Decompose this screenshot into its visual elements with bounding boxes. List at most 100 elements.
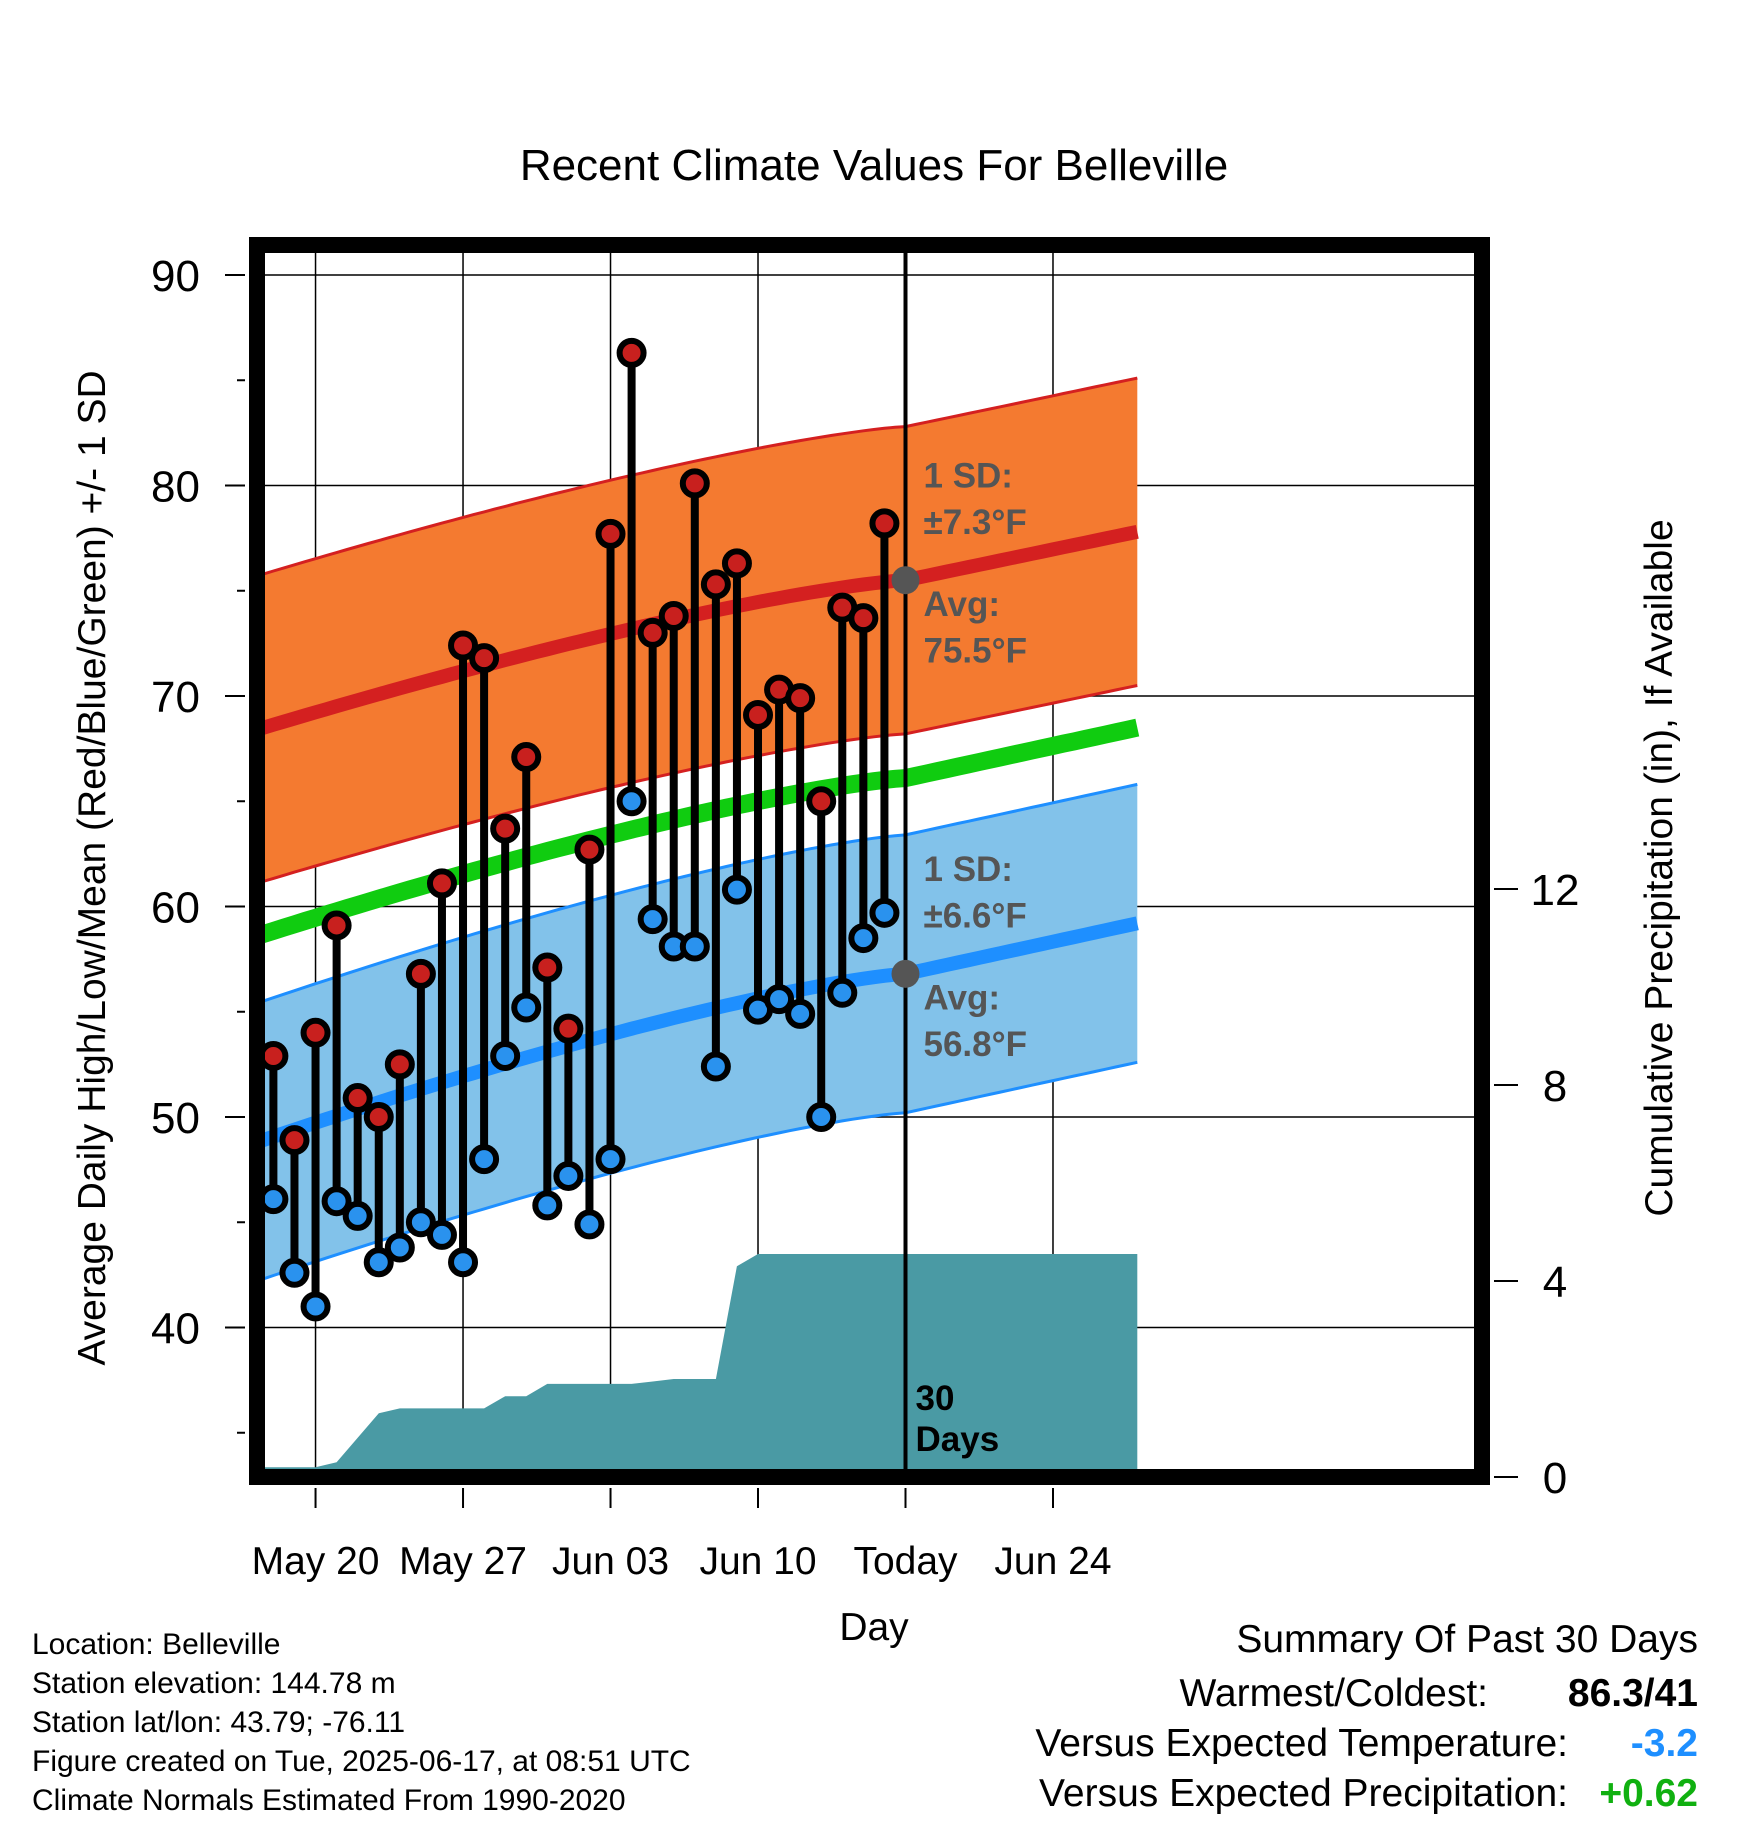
daily-high-point	[448, 630, 479, 661]
plot-frame	[249, 237, 1490, 1485]
x-tick-label: May 27	[399, 1540, 527, 1583]
daily-high-point	[469, 643, 500, 674]
summary-title: Summary Of Past 30 Days	[1236, 1618, 1698, 1661]
daily-low-point	[469, 1144, 500, 1175]
daily-high-point	[637, 617, 668, 648]
daily-low-point	[637, 904, 668, 935]
y2-axis-label: Cumulative Precipitation (in), If Availa…	[1638, 519, 1681, 1216]
daily-high-point	[721, 548, 752, 579]
daily-low-point	[490, 1040, 521, 1071]
summary-panel: Summary Of Past 30 Days Warmest/Coldest:…	[798, 1618, 1698, 1822]
y-tick-label: 70	[151, 673, 200, 722]
low-avg-value: 56.8°F	[924, 1025, 1028, 1064]
low-sd-label: 1 SD:	[924, 850, 1013, 889]
warmest-row: Warmest/Coldest: 86.3/41	[798, 1672, 1698, 1722]
y2-tick-label: 8	[1543, 1062, 1567, 1111]
daily-high-point	[574, 834, 605, 865]
precip-label: Versus Expected Precipitation:	[1039, 1772, 1568, 1815]
high-sd-label: 1 SD:	[924, 457, 1013, 496]
daily-low-point	[321, 1186, 352, 1217]
daily-high-point	[806, 786, 837, 817]
low-sd-value: ±6.6°F	[924, 897, 1027, 936]
daily-high-point	[848, 603, 879, 634]
low-avg-label: Avg:	[924, 979, 1000, 1018]
daily-low-point	[764, 984, 795, 1015]
daily-high-point	[532, 952, 563, 983]
daily-low-point	[532, 1190, 563, 1221]
y-axis-label: Average Daily High/Low/Mean (Red/Blue/Gr…	[71, 370, 114, 1365]
daily-high-point	[279, 1125, 310, 1156]
daily-high-point	[490, 813, 521, 844]
daily-high-point	[511, 742, 542, 773]
daily-high-point	[595, 518, 626, 549]
temp-row: Versus Expected Temperature: -3.2	[798, 1722, 1698, 1772]
x-axis-label: Day	[839, 1606, 909, 1649]
location-text: Location: Belleville	[32, 1628, 281, 1661]
daily-low-point	[848, 923, 879, 954]
low-sd-upper-edge	[257, 782, 1138, 1005]
daily-low-point	[827, 977, 858, 1008]
daily-low-point	[300, 1291, 331, 1322]
daily-low-point	[342, 1200, 373, 1231]
warmest-label: Warmest/Coldest:	[1179, 1672, 1488, 1715]
high-sd-value: ±7.3°F	[924, 503, 1027, 542]
daily-high-point	[658, 601, 689, 632]
daily-low-point	[405, 1207, 436, 1238]
daily-low-point	[511, 992, 542, 1023]
daily-high-point	[743, 699, 774, 730]
station-info: Location: Belleville Station elevation: …	[32, 1625, 691, 1820]
days-label-line2: Days	[916, 1420, 1000, 1459]
daily-low-point	[574, 1209, 605, 1240]
daily-low-point	[721, 874, 752, 905]
precip-row: Versus Expected Precipitation: +0.62	[798, 1772, 1698, 1822]
daily-low-point	[384, 1232, 415, 1263]
x-tick-label: May 20	[252, 1540, 380, 1583]
created-text: Figure created on Tue, 2025-06-17, at 08…	[32, 1745, 691, 1778]
daily-high-point	[363, 1102, 394, 1132]
temp-value: -3.2	[1630, 1722, 1698, 1765]
daily-high-point	[405, 958, 436, 989]
daily-low-point	[785, 998, 816, 1029]
daily-low-point	[553, 1160, 584, 1191]
mean-normal-line	[257, 718, 1140, 946]
daily-low-point	[700, 1051, 731, 1082]
cumulative-precip-area	[257, 1254, 1138, 1477]
daily-high-point	[869, 508, 900, 539]
daily-high-point	[384, 1049, 415, 1080]
high-sd-lower-edge	[257, 684, 1138, 885]
daily-high-point	[426, 868, 457, 899]
daily-low-point	[806, 1102, 837, 1132]
x-tick-label: Jun 10	[699, 1540, 816, 1583]
days-label-line1: 30	[916, 1379, 955, 1418]
x-tick-label: Jun 03	[552, 1540, 669, 1583]
daily-high-point	[616, 337, 647, 368]
daily-high-point	[300, 1017, 331, 1048]
daily-high-point	[553, 1013, 584, 1044]
high-avg-value: 75.5°F	[924, 631, 1028, 670]
precip-value: +0.62	[1599, 1772, 1698, 1815]
today-high-normal-marker	[891, 566, 920, 595]
daily-low-point	[616, 786, 647, 817]
chart-title: Recent Climate Values For Belleville	[520, 141, 1228, 190]
y-tick-label: 40	[151, 1305, 200, 1354]
x-tick-label: Jun 24	[994, 1540, 1111, 1583]
daily-high-point	[321, 910, 352, 941]
today-low-normal-marker	[891, 959, 920, 988]
temp-label: Versus Expected Temperature:	[1035, 1722, 1568, 1765]
high-avg-label: Avg:	[924, 585, 1000, 624]
daily-low-point	[448, 1247, 479, 1278]
daily-low-point	[869, 897, 900, 928]
daily-low-point	[426, 1219, 457, 1250]
y2-tick-label: 0	[1543, 1454, 1567, 1503]
warmest-value: 86.3/41	[1567, 1672, 1698, 1715]
y-tick-label: 80	[151, 463, 200, 512]
daily-high-point	[785, 683, 816, 714]
daily-high-point	[700, 569, 731, 600]
daily-low-point	[363, 1247, 394, 1278]
y-tick-label: 50	[151, 1094, 200, 1143]
x-tick-label: Today	[853, 1540, 958, 1583]
daily-low-point	[595, 1144, 626, 1175]
daily-high-point	[679, 468, 710, 499]
y-tick-label: 60	[151, 884, 200, 933]
normals-text: Climate Normals Estimated From 1990-2020	[32, 1784, 626, 1817]
